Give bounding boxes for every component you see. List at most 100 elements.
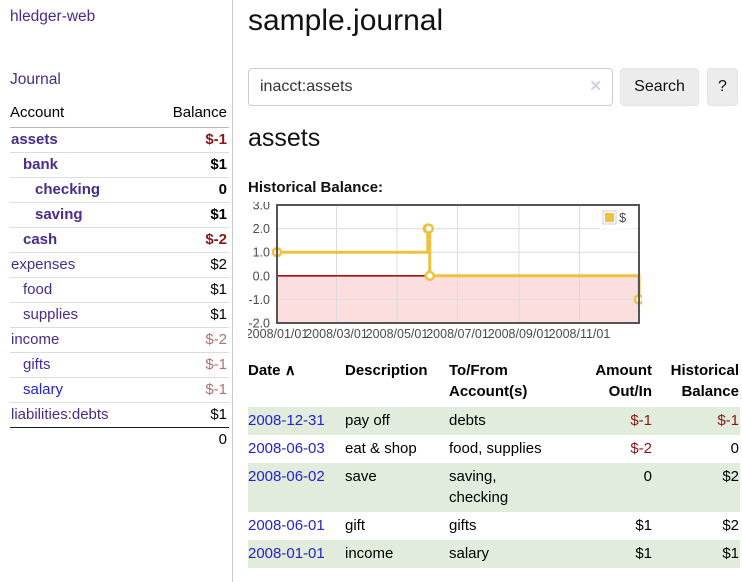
txn-header-date[interactable]: Date ∧ — [248, 362, 296, 379]
clear-search-icon[interactable]: ✕ — [589, 78, 602, 95]
chart-heading: Historical Balance: — [248, 179, 384, 196]
account-row: food $1 — [10, 277, 229, 303]
page-title: sample.journal — [248, 4, 444, 37]
transaction-accounts: food, supplies — [449, 440, 542, 457]
y-tick-label: 0.0 — [253, 269, 270, 283]
transaction-row: 2008-01-01 income salary $1 $1 — [248, 540, 740, 568]
account-balance: $-1 — [149, 352, 229, 378]
account-link-assets[interactable]: assets — [11, 131, 58, 148]
account-balance: $1 — [149, 277, 229, 303]
chart-point — [424, 270, 435, 282]
x-tick-label: 2008/11/01 — [549, 327, 611, 341]
transaction-description: eat & shop — [345, 440, 417, 457]
x-tick-label: 2008/05/01 — [366, 327, 429, 341]
sort-asc-icon: ∧ — [284, 362, 296, 379]
transaction-balance: 0 — [730, 440, 739, 457]
account-heading: assets — [248, 124, 321, 152]
transaction-date-link[interactable]: 2008-06-02 — [248, 468, 325, 485]
account-link-gifts[interactable]: gifts — [23, 356, 51, 373]
account-link-liabilities-debts[interactable]: liabilities:debts — [11, 406, 109, 423]
search-help-button[interactable]: ? — [707, 68, 738, 106]
x-tick-label: 2008/07/01 — [426, 327, 489, 341]
legend-colorbox — [605, 213, 614, 222]
account-link-saving[interactable]: saving — [35, 206, 83, 223]
transaction-row: 2008-12-31 pay off debts $-1 $-1 — [248, 407, 740, 435]
transaction-date-link[interactable]: 2008-06-03 — [248, 440, 325, 457]
transaction-date-link[interactable]: 2008-01-01 — [248, 545, 325, 562]
txn-header-accounts: To/From Account(s) — [449, 362, 528, 400]
transaction-accounts: gifts — [449, 517, 477, 534]
account-row: gifts $-1 — [10, 352, 229, 378]
account-link-bank[interactable]: bank — [23, 156, 59, 173]
account-balance: $1 — [149, 402, 229, 428]
account-link-food[interactable]: food — [23, 281, 53, 298]
transaction-amount: $1 — [635, 517, 652, 534]
account-link-supplies[interactable]: supplies — [23, 306, 79, 323]
chart-point — [423, 223, 434, 234]
txn-header-amount: Amount Out/In — [595, 362, 652, 400]
account-row: supplies $1 — [10, 302, 229, 328]
account-row: expenses $2 — [10, 252, 229, 278]
transaction-balance: $2 — [653, 463, 740, 512]
account-balance: $-2 — [149, 327, 229, 353]
account-balance: $1 — [149, 302, 229, 328]
account-row: checking 0 — [10, 177, 229, 203]
txn-header-balance: Historical Balance — [670, 362, 739, 400]
x-tick-label: 2008/01/01 — [248, 327, 308, 341]
search-input[interactable] — [248, 68, 613, 106]
transaction-date-link[interactable]: 2008-12-31 — [248, 412, 325, 429]
search-button[interactable]: Search — [620, 68, 699, 106]
transaction-description: pay off — [345, 407, 449, 435]
transaction-amount: $1 — [582, 540, 653, 568]
transaction-date-link[interactable]: 2008-06-01 — [248, 517, 325, 534]
transaction-balance: $1 — [653, 540, 740, 568]
account-link-cash[interactable]: cash — [23, 231, 58, 248]
transaction-row: 2008-06-02 save saving, checking 0 $2 — [248, 463, 740, 512]
transaction-row: 2008-06-03 eat & shop food, supplies $-2 0 — [248, 435, 740, 463]
account-row: liabilities:debts $1 — [10, 402, 229, 428]
y-tick-label: 1.0 — [253, 246, 270, 260]
accounts-total-row: 0 — [10, 427, 229, 452]
transaction-balance: $-1 — [653, 407, 740, 435]
transaction-row: 2008-06-01 gift gifts $1 $2 — [248, 512, 740, 540]
account-link-salary[interactable]: salary — [23, 381, 64, 398]
transaction-accounts: saving, checking — [449, 463, 582, 512]
account-row: salary $-1 — [10, 377, 229, 403]
transaction-amount: $-1 — [582, 407, 653, 435]
account-link-income[interactable]: income — [11, 331, 60, 348]
balance-chart-svg: -2.0 -1.0 0.0 1.0 2.0 3.0 2008/01/012008/03/01… — [246, 199, 645, 341]
txn-header-description: Description — [345, 362, 428, 379]
account-row: assets $-1 — [10, 128, 229, 153]
y-tick-label: 3.0 — [253, 202, 270, 213]
historical-balance-chart: -2.0 -1.0 0.0 1.0 2.0 3.0 2008/01/01 2008/03/01… — [246, 199, 645, 344]
account-link-expenses[interactable]: expenses — [11, 256, 76, 273]
account-link-checking[interactable]: checking — [35, 181, 101, 198]
account-row: income $-2 — [10, 327, 229, 353]
account-balance: $-2 — [149, 227, 229, 253]
accounts-total-value: 0 — [149, 427, 229, 452]
search-form: ✕ — [248, 68, 613, 106]
transaction-amount: 0 — [582, 463, 653, 512]
account-balance: $2 — [149, 252, 229, 278]
transaction-description: save — [345, 463, 449, 512]
transaction-accounts: salary — [449, 540, 582, 568]
main-content: sample.journal ✕ Search ? assets Histori… — [246, 0, 742, 582]
transaction-balance: $2 — [722, 517, 739, 534]
chart-border — [276, 204, 640, 324]
account-balance: $1 — [149, 202, 229, 228]
y-tick-label: -2.0 — [248, 317, 270, 331]
app-brand-link[interactable]: hledger-web — [10, 8, 96, 25]
accounts-table: Account Balance assets $-1 bank $1 checking 0… — [10, 101, 229, 452]
accounts-header-account: Account — [10, 101, 150, 128]
account-row: bank $1 — [10, 152, 229, 178]
transaction-accounts: debts — [449, 407, 582, 435]
accounts-header-balance: Balance — [149, 101, 229, 128]
account-row: cash $-2 — [10, 227, 229, 253]
transaction-description: income — [345, 540, 449, 568]
y-tick-label: 2.0 — [253, 222, 270, 236]
x-tick-label: 2008/09/01 — [488, 327, 551, 341]
transaction-amount: $-2 — [630, 440, 652, 457]
transaction-description: gift — [345, 517, 366, 534]
sidebar-item-journal[interactable]: Journal — [10, 71, 61, 88]
account-balance: $-1 — [205, 131, 227, 148]
